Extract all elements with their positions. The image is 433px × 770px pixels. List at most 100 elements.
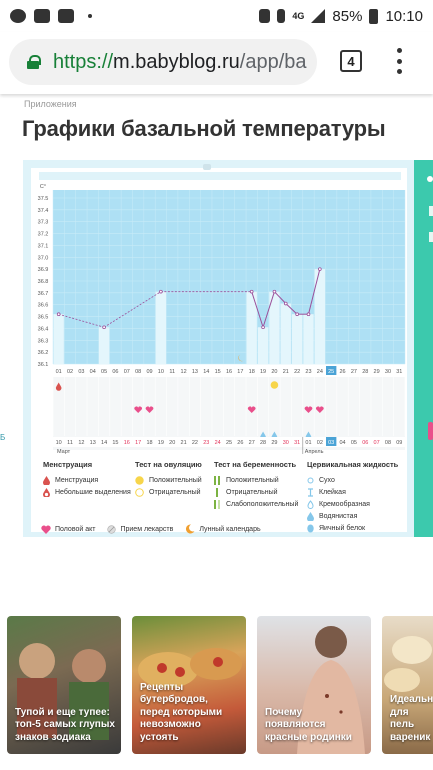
legend-item: Слабоположительный xyxy=(226,500,299,508)
browser-toolbar: https://m.babyblog.ru/app/ba 4 xyxy=(0,32,433,94)
month-label: Апрель xyxy=(305,449,324,455)
news-card[interactable]: Идеальн для пель вареник xyxy=(382,616,433,754)
day-label: 04 xyxy=(90,369,96,375)
day-label: 19 xyxy=(260,369,266,375)
mucus-watery-icon xyxy=(307,511,314,521)
date-label: 10 xyxy=(56,440,62,446)
mucus-sticky-icon xyxy=(308,487,313,497)
day-label: 09 xyxy=(146,369,152,375)
month-label: Март xyxy=(57,449,71,455)
temperature-point xyxy=(295,312,299,317)
date-label: 27 xyxy=(249,440,255,446)
date-label: 07 xyxy=(374,440,380,446)
temperature-point xyxy=(306,312,311,317)
legend-item: Отрицательный xyxy=(149,488,201,496)
legend-item: Половой акт xyxy=(55,525,96,533)
day-label: 24 xyxy=(317,369,323,375)
url-path: /app/ba xyxy=(239,50,307,73)
battery-icon xyxy=(369,8,379,24)
day-label: 23 xyxy=(305,369,311,375)
legend-item: Положительный xyxy=(226,476,279,484)
day-label: 05 xyxy=(101,369,107,375)
date-label: 29 xyxy=(271,440,277,446)
date-label: 03 xyxy=(328,440,334,446)
date-label: 21 xyxy=(181,440,187,446)
sex-heart-icon xyxy=(145,406,154,413)
legend-item: Кремообразная xyxy=(319,500,370,508)
day-label: 10 xyxy=(158,369,164,375)
date-row xyxy=(53,437,405,447)
temperature-bar xyxy=(314,269,326,364)
panel-tick-icon xyxy=(429,206,433,216)
breadcrumb[interactable]: Приложения xyxy=(24,99,77,109)
day-label: 30 xyxy=(385,369,391,375)
side-marker: Б xyxy=(0,433,6,442)
date-label: 17 xyxy=(135,440,141,446)
news-caption: Рецепты бутербродов, перед которыми нево… xyxy=(140,681,223,743)
news-card[interactable]: Тупой и еще тупее: топ-5 самых глупых зн… xyxy=(7,616,121,754)
temperature-line xyxy=(251,291,264,328)
mucus-dry-icon xyxy=(307,477,314,483)
url-text: https://m.babyblog.ru/app/ba xyxy=(53,51,307,74)
sex-heart-icon xyxy=(247,406,256,413)
legend-mucus-head: Цервикальная жидкость xyxy=(307,460,399,469)
date-label: 31 xyxy=(294,440,300,446)
date-label: 02 xyxy=(317,440,323,446)
temperature-bar xyxy=(280,303,291,364)
day-highlight xyxy=(326,366,337,375)
signal-icon xyxy=(311,9,326,23)
y-tick-label: 36.6 xyxy=(38,303,49,309)
panel-dot-icon xyxy=(427,176,433,182)
page-title: Графики базальной температуры xyxy=(22,116,386,141)
temperature-point xyxy=(261,325,265,330)
temperature-point xyxy=(272,289,277,294)
day-label: 13 xyxy=(192,369,198,375)
mucus-eggwhite-icon xyxy=(307,524,314,532)
y-tick-label: 36.7 xyxy=(38,291,49,297)
legend-pregnancy: Тест на беременность Положительный Отриц… xyxy=(214,460,298,510)
y-tick-label: 36.1 xyxy=(38,362,49,368)
date-label: 23 xyxy=(203,440,209,446)
y-tick-label: 37.1 xyxy=(38,243,49,249)
news-card[interactable]: Рецепты бутербродов, перед которыми нево… xyxy=(132,616,246,754)
temperature-line xyxy=(307,269,321,315)
temperature-bar xyxy=(269,291,280,364)
panel-tick-icon xyxy=(429,232,433,242)
y-tick-label: 36.2 xyxy=(38,350,49,356)
temperature-point xyxy=(102,325,106,330)
ovulation-test-icon xyxy=(270,381,279,389)
address-bar[interactable]: https://m.babyblog.ru/app/ba xyxy=(9,39,317,85)
plot-area xyxy=(53,190,405,364)
temperature-bar xyxy=(291,314,303,364)
news-caption: Идеальн для пель вареник xyxy=(390,694,433,743)
temperature-line xyxy=(58,313,105,328)
temperature-point xyxy=(56,312,61,317)
sex-heart-icon xyxy=(134,406,142,413)
temperature-bar xyxy=(303,314,314,364)
day-label: 06 xyxy=(112,369,118,375)
date-label: 13 xyxy=(90,440,96,446)
temperature-line xyxy=(285,303,298,315)
date-label: 08 xyxy=(385,440,391,446)
day-label: 29 xyxy=(374,369,380,375)
temperature-bar xyxy=(155,291,167,364)
temperature-line xyxy=(262,291,275,328)
side-panel[interactable] xyxy=(414,160,433,537)
temperature-bar xyxy=(246,291,257,364)
day-label: 11 xyxy=(169,369,175,375)
day-label: 15 xyxy=(215,369,221,375)
notification-dot-icon xyxy=(88,14,92,18)
scroll-handle[interactable] xyxy=(203,164,211,170)
overflow-menu-icon[interactable] xyxy=(393,48,405,74)
tab-switcher-button[interactable]: 4 xyxy=(340,50,362,72)
legend-item: Менструация xyxy=(55,476,99,484)
bbt-chart-area: 37.5 37.4 37.3 37.2 37.1 37.0 36.9 36.8 36.7 36.6… xyxy=(31,164,407,534)
day-label: 02 xyxy=(67,369,73,375)
y-tick-label: 36.9 xyxy=(38,267,49,273)
news-card[interactable]: Почему появляются красные родинки xyxy=(257,616,371,754)
date-label: 09 xyxy=(396,440,402,446)
day-label: 18 xyxy=(249,369,255,375)
news-image xyxy=(384,636,432,692)
day-label: 16 xyxy=(226,369,232,375)
day-label: 20 xyxy=(271,369,277,375)
